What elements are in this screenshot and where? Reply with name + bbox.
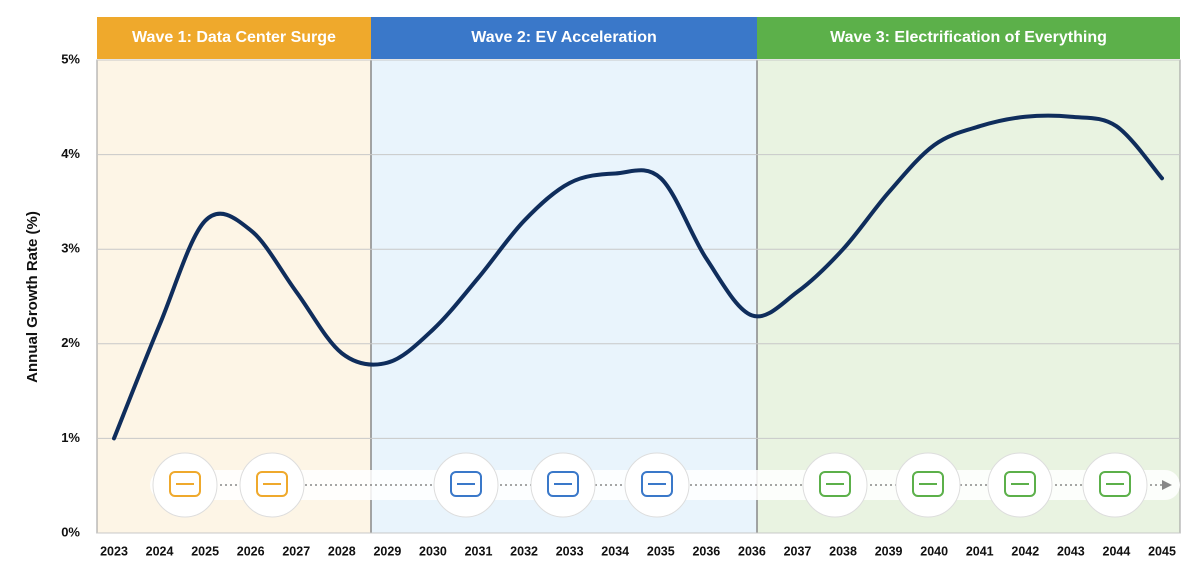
x-tick-label: 2045 [1148,544,1176,558]
x-tick-label: 2027 [282,544,310,558]
x-tick-label: 2039 [875,544,903,558]
icon-glyph [912,471,944,497]
x-tick-label: 2036 [738,544,766,558]
x-tick-label: 2036 [692,544,720,558]
x-tick-label: 2033 [556,544,584,558]
x-tick-label: 2037 [784,544,812,558]
x-tick-label: 2040 [920,544,948,558]
wave-label: Wave 1: Data Center Surge [132,29,336,46]
series-line [112,113,1164,441]
icon-strip [150,452,1180,518]
x-tick-label: 2035 [647,544,675,558]
y-tick-label: 3% [61,241,80,256]
x-tick-label: 2032 [510,544,538,558]
x-tick-label: 2038 [829,544,857,558]
x-tick-label: 2043 [1057,544,1085,558]
x-tick-label: 2024 [146,544,174,558]
x-tick-label: 2023 [100,544,128,558]
y-axis-label: Annual Growth Rate (%) [24,211,41,383]
grid: 0% 1% 2% 3% 4% 5% 2023 2024 2025 2026 2027 2028 2029… [61,51,1180,558]
x-tick-label: 2042 [1011,544,1039,558]
x-tick-label: 2029 [373,544,401,558]
wave-background [97,60,371,533]
x-tick-label: 2041 [966,544,994,558]
icon-glyph [169,471,201,497]
wave-header [757,17,1180,59]
strip-arrow [1162,480,1172,490]
icon-glyph [1099,471,1131,497]
icon-glyph [256,471,288,497]
bands: Wave 1: Data Center Surge Wave 2: EV Acce… [96,17,1181,534]
x-tick-label: 2034 [601,544,629,558]
y-tick-label: 5% [61,51,80,66]
icon-glyph [547,471,579,497]
y-tick-label: 2% [61,335,80,350]
wave-label: Wave 3: Electrification of Everything [830,29,1107,46]
wave-header [371,17,757,59]
icon-glyph [819,471,851,497]
wave-header [97,17,371,59]
icon-glyph [450,471,482,497]
y-tick-label: 1% [61,430,80,445]
x-tick-label: 2028 [328,544,356,558]
y-tick-label: 4% [61,146,80,161]
wave-label: Wave 2: EV Acceleration [471,29,657,46]
x-tick-label: 2031 [465,544,493,558]
icon-glyph [641,471,673,497]
x-tick-label: 2026 [237,544,265,558]
plot [112,113,1164,441]
x-tick-label: 2025 [191,544,219,558]
x-tick-label: 2030 [419,544,447,558]
x-tick-label: 2044 [1103,544,1131,558]
icon-glyph [1004,471,1036,497]
y-tick-label: 0% [61,524,80,539]
